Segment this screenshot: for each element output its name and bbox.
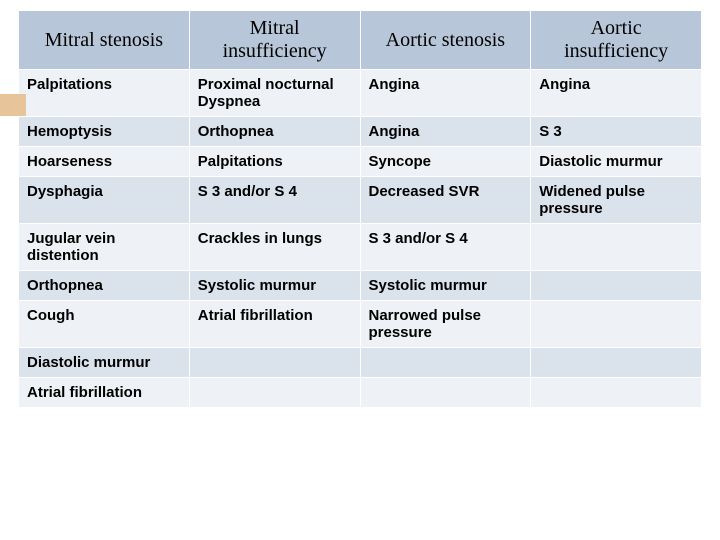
page: Mitral stenosis Mitral insufficiency Aor… (0, 0, 720, 418)
cell (360, 378, 531, 408)
cell: Angina (360, 117, 531, 147)
cell (531, 224, 702, 271)
table-row: Hoarseness Palpitations Syncope Diastoli… (19, 147, 702, 177)
cell (360, 348, 531, 378)
cell: Dysphagia (19, 177, 190, 224)
cell: Jugular vein distention (19, 224, 190, 271)
cell: Hemoptysis (19, 117, 190, 147)
cell (531, 348, 702, 378)
cell: Hoarseness (19, 147, 190, 177)
cell: Atrial fibrillation (189, 301, 360, 348)
cell: Diastolic murmur (531, 147, 702, 177)
cell: S 3 and/or S 4 (189, 177, 360, 224)
cell: Widened pulse pressure (531, 177, 702, 224)
table-row: Hemoptysis Orthopnea Angina S 3 (19, 117, 702, 147)
cell: Narrowed pulse pressure (360, 301, 531, 348)
table-row: Orthopnea Systolic murmur Systolic murmu… (19, 271, 702, 301)
cell: Angina (531, 70, 702, 117)
cell: Orthopnea (19, 271, 190, 301)
cell (189, 348, 360, 378)
cell: Orthopnea (189, 117, 360, 147)
cell: Proximal nocturnal Dyspnea (189, 70, 360, 117)
cell: Palpitations (19, 70, 190, 117)
col-header: Mitral insufficiency (189, 11, 360, 70)
cell: Angina (360, 70, 531, 117)
table-row: Diastolic murmur (19, 348, 702, 378)
cell: Syncope (360, 147, 531, 177)
cell: S 3 and/or S 4 (360, 224, 531, 271)
cell: Systolic murmur (189, 271, 360, 301)
table-row: Jugular vein distention Crackles in lung… (19, 224, 702, 271)
accent-bar (0, 94, 26, 116)
header-row: Mitral stenosis Mitral insufficiency Aor… (19, 11, 702, 70)
cell: Diastolic murmur (19, 348, 190, 378)
table-row: Atrial fibrillation (19, 378, 702, 408)
cell: Cough (19, 301, 190, 348)
cell: S 3 (531, 117, 702, 147)
cell (189, 378, 360, 408)
col-header: Mitral stenosis (19, 11, 190, 70)
table-row: Cough Atrial fibrillation Narrowed pulse… (19, 301, 702, 348)
table-row: Palpitations Proximal nocturnal Dyspnea … (19, 70, 702, 117)
col-header: Aortic insufficiency (531, 11, 702, 70)
cell: Systolic murmur (360, 271, 531, 301)
cell: Atrial fibrillation (19, 378, 190, 408)
col-header: Aortic stenosis (360, 11, 531, 70)
cell: Decreased SVR (360, 177, 531, 224)
table-row: Dysphagia S 3 and/or S 4 Decreased SVR W… (19, 177, 702, 224)
cell (531, 301, 702, 348)
cell (531, 271, 702, 301)
cell (531, 378, 702, 408)
cell: Palpitations (189, 147, 360, 177)
valve-table: Mitral stenosis Mitral insufficiency Aor… (18, 10, 702, 408)
cell: Crackles in lungs (189, 224, 360, 271)
